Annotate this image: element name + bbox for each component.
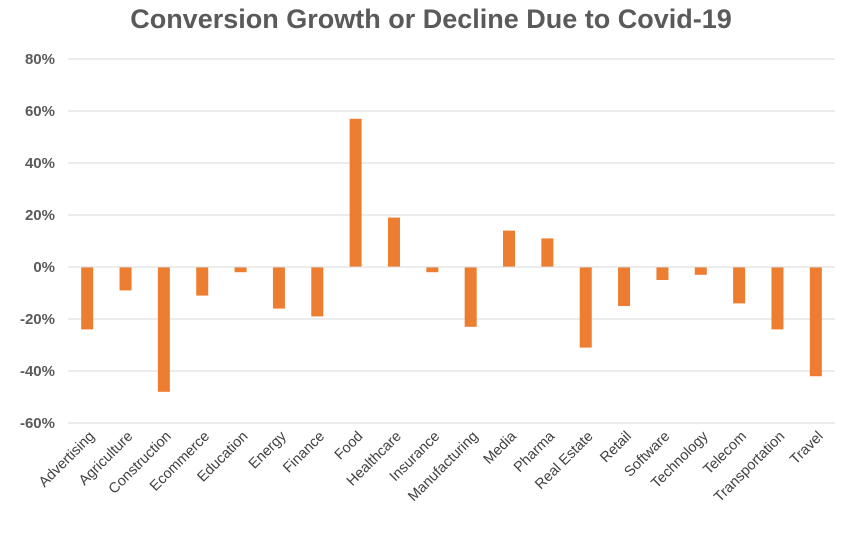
bar-retail: [618, 267, 631, 306]
bar-technology: [694, 267, 707, 275]
x-category-label: Manufacturing: [405, 429, 481, 505]
chart-title: Conversion Growth or Decline Due to Covi…: [130, 4, 732, 34]
x-axis-categories: AdvertisingAgricultureConstructionEcomme…: [36, 428, 827, 506]
bar-ecommerce: [196, 267, 209, 296]
bar-manufacturing: [464, 267, 477, 327]
bar-software: [656, 267, 669, 280]
y-tick-label: 0%: [33, 259, 55, 276]
bar-construction: [157, 267, 170, 392]
x-category-label: Travel: [787, 429, 826, 468]
bar-insurance: [426, 267, 439, 273]
gridlines: [68, 58, 835, 424]
bar-education: [234, 267, 247, 273]
y-tick-label: 60%: [25, 103, 55, 120]
bar-media: [503, 230, 516, 267]
bars: [81, 118, 822, 392]
x-category-label: Transportation: [711, 429, 788, 506]
y-tick-label: 80%: [25, 51, 55, 68]
bar-telecom: [733, 267, 746, 304]
y-tick-label: 20%: [25, 207, 55, 224]
bar-energy: [272, 267, 285, 309]
x-category-label: Food: [332, 429, 367, 464]
bar-advertising: [81, 267, 94, 330]
bar-agriculture: [119, 267, 132, 291]
y-tick-label: -20%: [20, 311, 55, 328]
bar-transportation: [771, 267, 784, 330]
bar-finance: [311, 267, 324, 317]
y-tick-label: 40%: [25, 155, 55, 172]
bar-pharma: [541, 238, 554, 267]
bar-travel: [809, 267, 822, 377]
bar-food: [349, 118, 362, 267]
bar-real-estate: [579, 267, 592, 348]
y-axis-ticks: 80% 60% 40% 20% 0% -20% -40% -60%: [20, 51, 55, 432]
bar-healthcare: [387, 217, 400, 267]
y-tick-label: -60%: [20, 415, 55, 432]
x-category-label: Finance: [280, 429, 328, 477]
y-tick-label: -40%: [20, 363, 55, 380]
